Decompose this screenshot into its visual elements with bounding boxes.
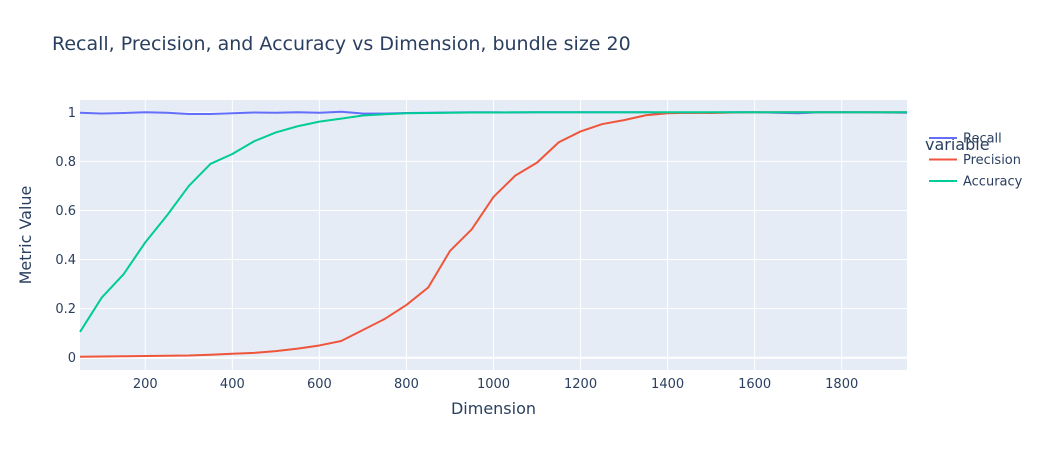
- legend-item-accuracy[interactable]: Accuracy: [929, 175, 1023, 190]
- y-tick-label: 0: [68, 351, 76, 366]
- x-tick-label: 200: [133, 377, 158, 392]
- y-tick-label: 0.2: [55, 302, 76, 317]
- x-tick-label: 800: [394, 377, 419, 392]
- series-line-accuracy: [79, 111, 907, 333]
- x-tick-label: 1600: [738, 377, 771, 392]
- y-axis-ticks: 0 0.2 0.4 0.6 0.8 1: [55, 106, 76, 366]
- x-tick-label: 600: [307, 377, 332, 392]
- y-tick-label: 0.6: [55, 204, 76, 219]
- legend-item-recall[interactable]: Recall: [929, 132, 1002, 147]
- legend-item-precision[interactable]: Precision: [929, 153, 1021, 168]
- legend-label: Precision: [963, 153, 1021, 168]
- x-tick-label: 1400: [651, 377, 684, 392]
- x-tick-label: 1200: [564, 377, 597, 392]
- x-axis-ticks: 200 400 600 800 1000 1200 1400 1600 1800: [133, 377, 858, 392]
- legend-title: variable: [925, 135, 990, 154]
- legend: Recall Precision Accuracy: [929, 132, 1023, 190]
- y-tick-label: 1: [68, 106, 76, 121]
- y-tick-label: 0.8: [55, 155, 76, 170]
- y-tick-label: 0.4: [55, 253, 76, 268]
- legend-label: Accuracy: [963, 175, 1023, 190]
- chart-title: Recall, Precision, and Accuracy vs Dimen…: [52, 33, 631, 55]
- series-layer: [79, 110, 908, 358]
- x-tick-label: 1800: [825, 377, 858, 392]
- x-tick-label: 400: [220, 377, 245, 392]
- x-tick-label: 1000: [477, 377, 510, 392]
- legend-label: Recall: [963, 132, 1002, 147]
- y-axis-title: Metric Value: [16, 186, 35, 285]
- x-axis-title: Dimension: [451, 399, 536, 418]
